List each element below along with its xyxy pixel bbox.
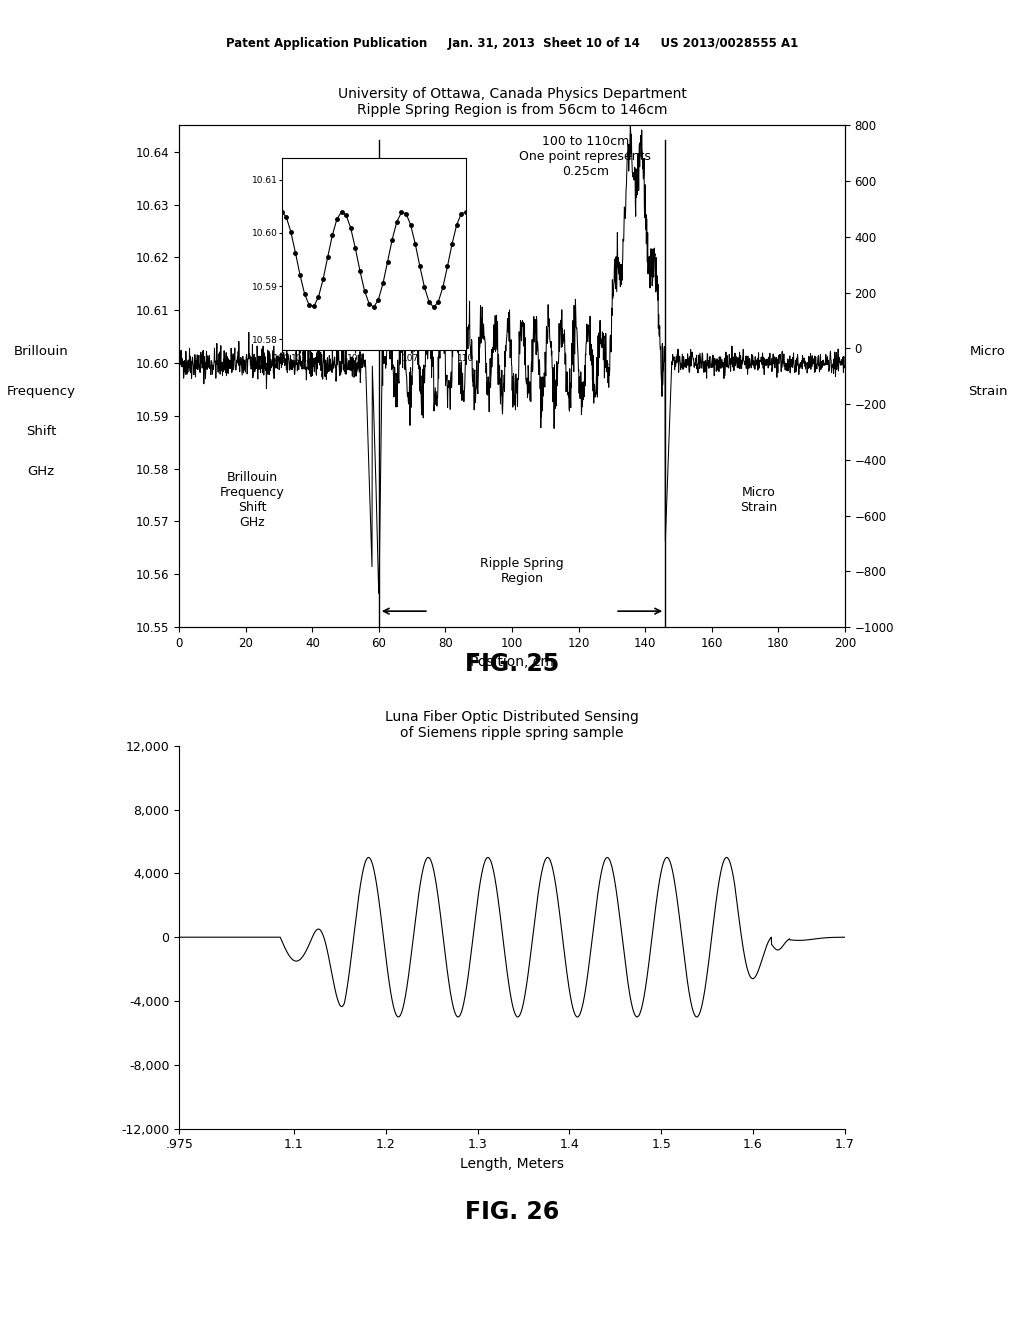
Text: Ripple Spring
Region: Ripple Spring Region xyxy=(480,557,564,585)
X-axis label: Length, Meters: Length, Meters xyxy=(460,1156,564,1171)
Text: Brillouin
Frequency
Shift
GHz: Brillouin Frequency Shift GHz xyxy=(220,471,285,529)
Text: 100 to 110cm
One point represents
0.25cm: 100 to 110cm One point represents 0.25cm xyxy=(519,136,651,178)
Text: Patent Application Publication     Jan. 31, 2013  Sheet 10 of 14     US 2013/002: Patent Application Publication Jan. 31, … xyxy=(226,37,798,50)
X-axis label: Position, cm: Position, cm xyxy=(470,655,554,669)
Text: FIG. 26: FIG. 26 xyxy=(465,1200,559,1224)
Text: GHz: GHz xyxy=(28,465,54,478)
Title: Luna Fiber Optic Distributed Sensing
of Siemens ripple spring sample: Luna Fiber Optic Distributed Sensing of … xyxy=(385,710,639,741)
Text: FIG. 25: FIG. 25 xyxy=(465,652,559,676)
Text: Micro: Micro xyxy=(970,345,1007,358)
Text: Micro
Strain: Micro Strain xyxy=(739,486,777,515)
Title: University of Ottawa, Canada Physics Department
Ripple Spring Region is from 56c: University of Ottawa, Canada Physics Dep… xyxy=(338,87,686,117)
Text: Strain: Strain xyxy=(969,384,1008,397)
Text: Frequency: Frequency xyxy=(6,384,76,397)
Text: Brillouin: Brillouin xyxy=(13,345,69,358)
Text: Shift: Shift xyxy=(26,425,56,438)
